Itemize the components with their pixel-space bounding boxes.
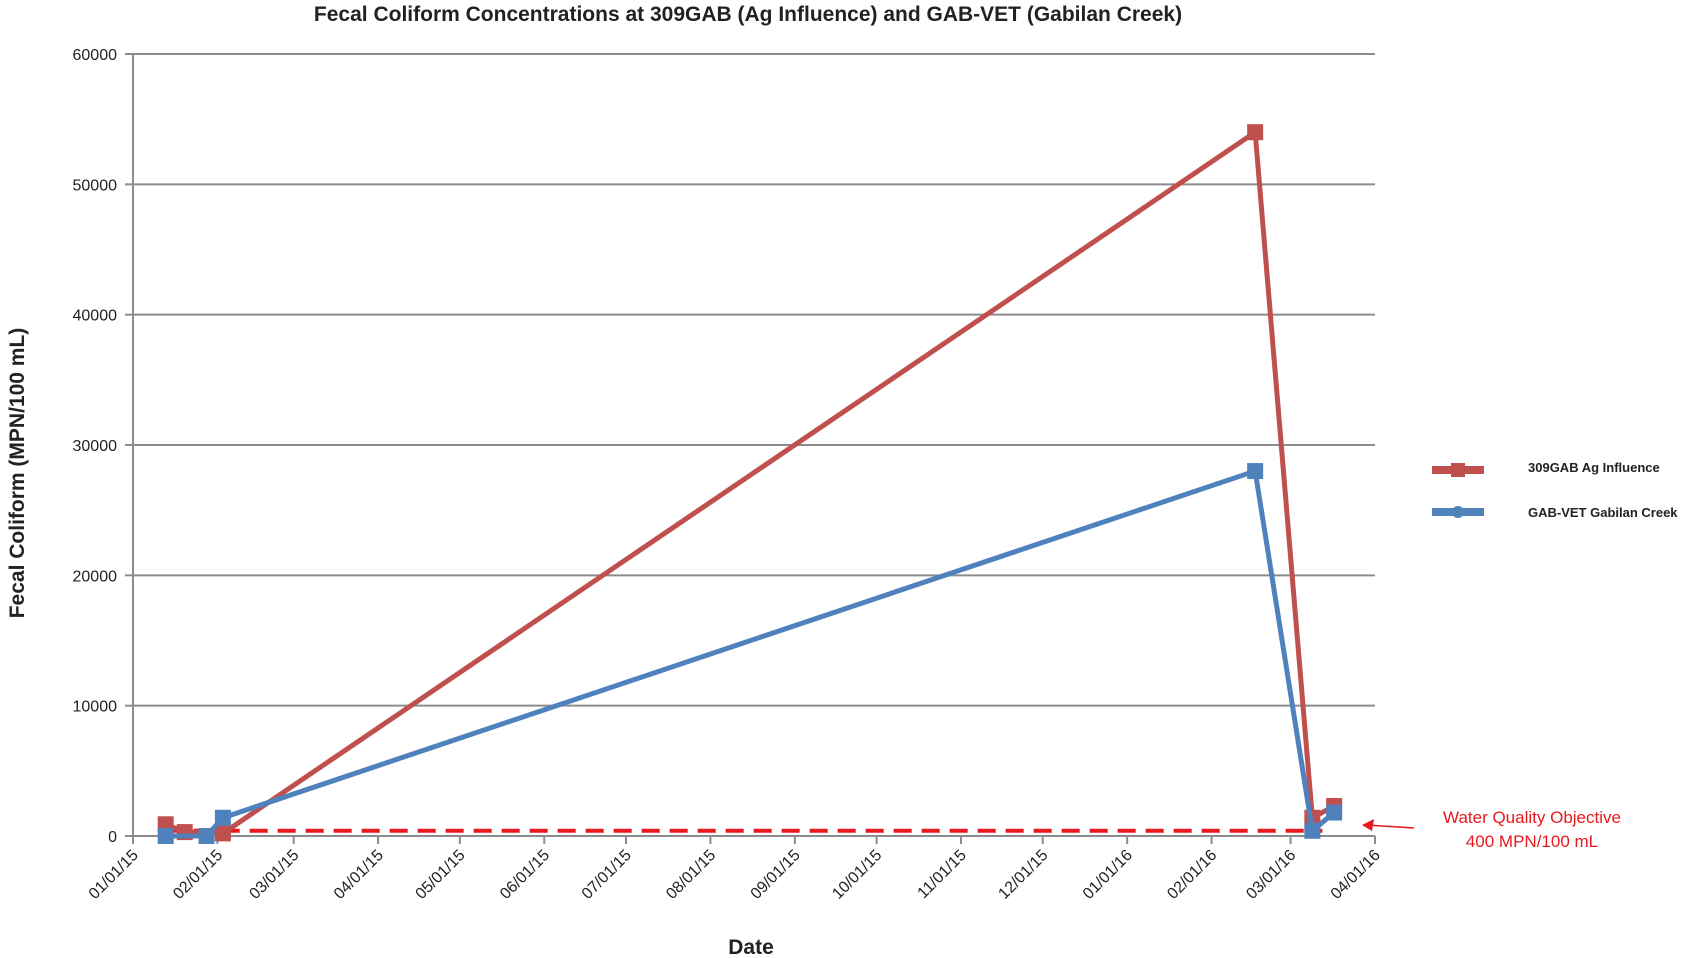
x-tick-label: 12/01/15 bbox=[995, 847, 1051, 903]
legend-entry-gab-vet: GAB-VET Gabilan Creek bbox=[1432, 505, 1678, 520]
y-tick-label: 20000 bbox=[73, 568, 118, 585]
objective-label-line-2: 400 MPN/100 mL bbox=[1466, 832, 1598, 851]
data-point bbox=[214, 809, 231, 826]
x-tick-label: 09/01/15 bbox=[748, 847, 804, 903]
x-tick-label: 04/01/15 bbox=[331, 847, 387, 903]
x-tick-label: 07/01/15 bbox=[579, 847, 635, 903]
x-tick-label: 05/01/15 bbox=[413, 847, 469, 903]
legend-label-309gab: 309GAB Ag Influence bbox=[1528, 460, 1660, 475]
legend-marker-309gab bbox=[1451, 463, 1465, 477]
axes bbox=[125, 53, 1376, 844]
x-tick-label: 03/01/16 bbox=[1243, 847, 1299, 903]
series-line-309gab bbox=[164, 129, 1336, 836]
y-tick-label: 50000 bbox=[73, 177, 118, 194]
legend: 309GAB Ag Influence GAB-VET Gabilan Cree… bbox=[1432, 460, 1678, 520]
y-tick-label: 40000 bbox=[73, 308, 118, 325]
legend-marker-gab-vet bbox=[1452, 506, 1464, 518]
series-layer bbox=[157, 124, 1343, 844]
gridlines bbox=[133, 53, 1375, 707]
y-tick-label: 10000 bbox=[73, 699, 118, 716]
data-point bbox=[214, 825, 231, 842]
objective-arrow-shaft bbox=[1365, 824, 1415, 829]
objective-label-line-1: Water Quality Objective bbox=[1443, 808, 1621, 827]
data-point bbox=[1326, 804, 1343, 821]
legend-entry-309gab: 309GAB Ag Influence bbox=[1432, 460, 1660, 477]
objective-annotation: Water Quality Objective 400 MPN/100 mL bbox=[1362, 808, 1621, 851]
y-tick-label: 60000 bbox=[73, 47, 118, 64]
y-tick-label: 0 bbox=[108, 829, 117, 846]
legend-label-gab-vet: GAB-VET Gabilan Creek bbox=[1528, 505, 1678, 520]
x-tick-label: 01/01/16 bbox=[1080, 847, 1136, 903]
x-tick-label: 01/01/15 bbox=[86, 847, 142, 903]
x-tick-label: 11/01/15 bbox=[915, 847, 970, 902]
chart-title: Fecal Coliform Concentrations at 309GAB … bbox=[314, 3, 1182, 26]
x-tick-label: 08/01/15 bbox=[663, 847, 719, 903]
x-axis-title: Date bbox=[728, 936, 774, 958]
data-point bbox=[198, 828, 215, 844]
data-point bbox=[1247, 463, 1264, 480]
data-point bbox=[1247, 124, 1264, 141]
x-tick-label: 04/01/16 bbox=[1328, 847, 1384, 903]
y-axis-title: Fecal Coliform (MPN/100 mL) bbox=[6, 328, 29, 619]
y-tick-label: 30000 bbox=[73, 438, 118, 455]
x-tick-label: 02/01/16 bbox=[1164, 847, 1220, 903]
data-point bbox=[1304, 822, 1321, 839]
x-tick-label: 02/01/15 bbox=[170, 847, 226, 903]
objective-arrow-head bbox=[1362, 819, 1374, 831]
series-line-gab-vet bbox=[165, 468, 1336, 839]
data-point bbox=[157, 828, 174, 844]
x-tick-label: 10/01/15 bbox=[829, 847, 885, 903]
x-tick-label: 03/01/15 bbox=[246, 847, 302, 903]
x-tick-label: 06/01/15 bbox=[497, 847, 553, 903]
